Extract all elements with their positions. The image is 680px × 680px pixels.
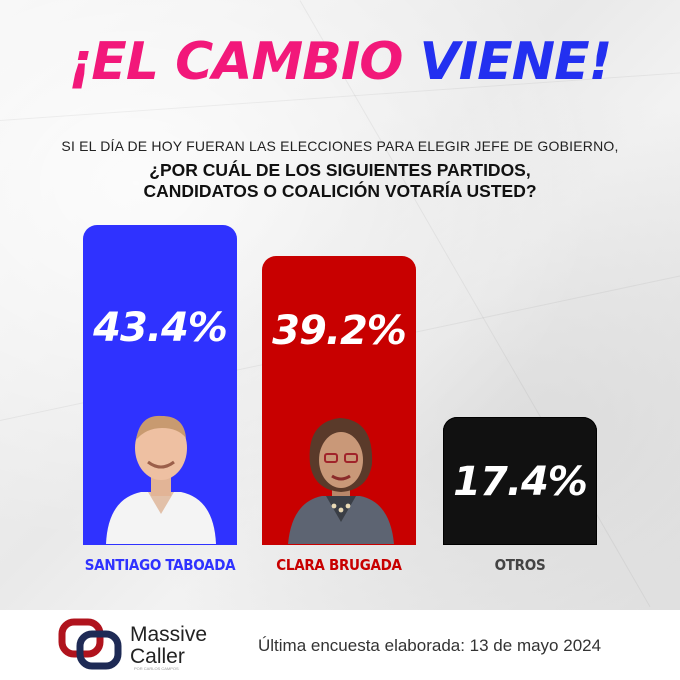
headline-part1: ¡EL CAMBIO: [68, 32, 404, 92]
question-line1: ¿POR CUÁL DE LOS SIGUIENTES PARTIDOS,: [149, 160, 531, 180]
data-label: 43.4%: [93, 305, 228, 351]
massive-caller-logo-icon: [58, 618, 122, 670]
question-line2: CANDIDATOS O COALICIÓN VOTARÍA USTED?: [143, 181, 537, 202]
data-label: 39.2%: [272, 308, 407, 354]
category-label: OTROS: [494, 556, 546, 574]
brand-line1: Massive: [130, 623, 208, 646]
subtitle: SI EL DÍA DE HOY FUERAN LAS ELECCIONES P…: [61, 138, 619, 154]
brand-tagline: POR CARLOS CAMPOS: [134, 666, 179, 671]
bar-otros: 17.4%: [443, 417, 597, 545]
footer: [0, 610, 680, 680]
santiago-taboada-photo: [106, 415, 216, 544]
headline-part2: VIENE!: [419, 32, 613, 92]
data-label: 17.4%: [453, 459, 588, 505]
brand-line2: Caller: [130, 645, 185, 669]
brand-name: Massive Caller: [130, 623, 208, 669]
headline: ¡EL CAMBIO VIENE!: [0, 36, 680, 88]
category-label: CLARA BRUGADA: [276, 556, 402, 574]
category-label: SANTIAGO TABOADA: [84, 556, 236, 574]
survey-date-note: Última encuesta elaborada: 13 de mayo 20…: [258, 636, 602, 655]
clara-brugada-photo: [288, 418, 394, 544]
question: ¿POR CUÁL DE LOS SIGUIENTES PARTIDOS, CA…: [90, 160, 590, 203]
